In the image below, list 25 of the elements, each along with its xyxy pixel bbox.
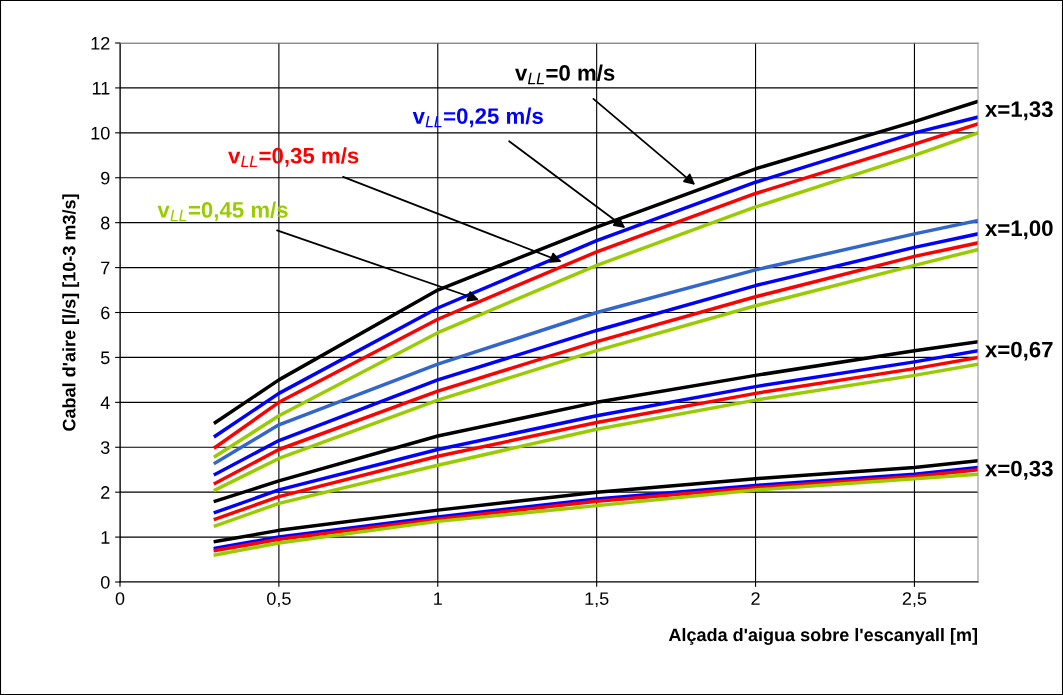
- y-tick-label: 11: [92, 82, 110, 95]
- y-tick-label: 7: [101, 261, 110, 275]
- y-tick-label: 9: [101, 171, 110, 185]
- y-tick-label: 12: [91, 36, 110, 50]
- x-tick-label: 1: [434, 592, 442, 605]
- y-tick-label: 1: [101, 531, 110, 544]
- y-tick-label: 4: [100, 396, 110, 409]
- x-tick-label: 0,5: [267, 592, 291, 608]
- y-tick-label: 0: [100, 575, 110, 589]
- x-axis-title: Alçada d'aigua sobre l'escanyall [m]: [668, 628, 978, 645]
- x-tick-label: 0: [115, 592, 125, 605]
- y-tick-label: 2: [101, 486, 110, 499]
- y-tick-label: 10: [91, 126, 110, 140]
- text: x=1,00: [985, 220, 1053, 240]
- y-axis-title: Cabal d'aire [l/s] [10-3 m3/s]: [62, 194, 80, 431]
- text: x=0,33: [985, 460, 1053, 480]
- x-tick-label: 1,5: [585, 592, 609, 608]
- text: x=1,33: [985, 101, 1053, 121]
- y-tick-label: 5: [100, 351, 110, 365]
- x-tick-label: 2: [751, 592, 760, 605]
- text: x=0,67: [985, 341, 1053, 361]
- x-tick-label: 2,5: [902, 592, 927, 608]
- y-tick-label: 6: [101, 306, 110, 320]
- y-tick-label: 8: [101, 216, 110, 230]
- y-tick-label: 3: [100, 441, 110, 454]
